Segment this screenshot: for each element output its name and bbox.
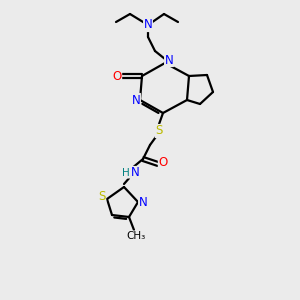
Text: N: N (130, 167, 140, 179)
Text: O: O (112, 70, 122, 83)
Text: O: O (158, 157, 168, 169)
Text: N: N (165, 53, 173, 67)
Text: N: N (132, 94, 140, 106)
Text: H: H (122, 168, 130, 178)
Text: N: N (139, 196, 147, 208)
Text: S: S (98, 190, 106, 203)
Text: CH₃: CH₃ (126, 231, 146, 241)
Text: N: N (144, 19, 152, 32)
Text: S: S (155, 124, 163, 137)
